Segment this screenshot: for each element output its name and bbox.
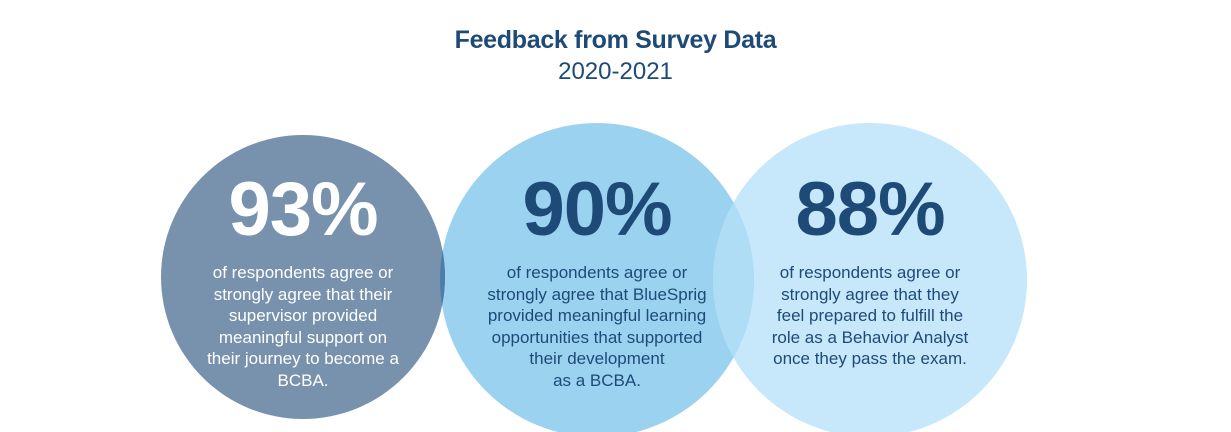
description-line: strongly agree that BlueSprig [487,284,707,304]
description-line: supervisor provided [228,306,378,325]
page-title: Feedback from Survey Data [454,26,777,54]
stat-description: of respondents agree or strongly agree th… [755,262,985,370]
description-line: once they pass the exam. [773,349,967,368]
stat-value: 93% [228,167,378,252]
description-line: strongly agree that their [213,284,393,304]
description-line: role as a Behavior Analyst [771,327,969,347]
circle-1 [161,135,445,419]
stat-2: 90% of respondents agree or strongly agre… [467,170,727,391]
description-line: of respondents agree or [779,263,961,282]
description-line: meaningful support on [218,327,388,347]
description-line: of respondents agree or [212,263,394,282]
stat-value: 88% [795,167,945,252]
stat-description: of respondents agree or strongly agree th… [193,262,413,391]
description-line: BCBA. [277,370,329,390]
description-line: strongly agree that they [781,284,959,304]
description-line: of respondents agree or [506,263,688,282]
description-line: their journey to become a [207,349,399,368]
stat-3: 88% of respondents agree or strongly agre… [755,170,985,370]
description-line: their development [529,349,665,368]
circle-2 [440,123,754,432]
description-line: opportunities that supported [491,327,703,347]
description-line: feel prepared to fulfill the [776,306,964,325]
description-line: as a BCBA. [553,370,641,390]
page-subtitle: 2020-2021 [558,58,673,85]
description-line: provided meaningful learning [487,306,707,325]
circle-3 [713,123,1027,432]
stat-1: 93% of respondents agree or strongly agre… [193,170,413,391]
stat-description: of respondents agree or strongly agree th… [467,262,727,391]
stat-value: 90% [522,167,672,252]
